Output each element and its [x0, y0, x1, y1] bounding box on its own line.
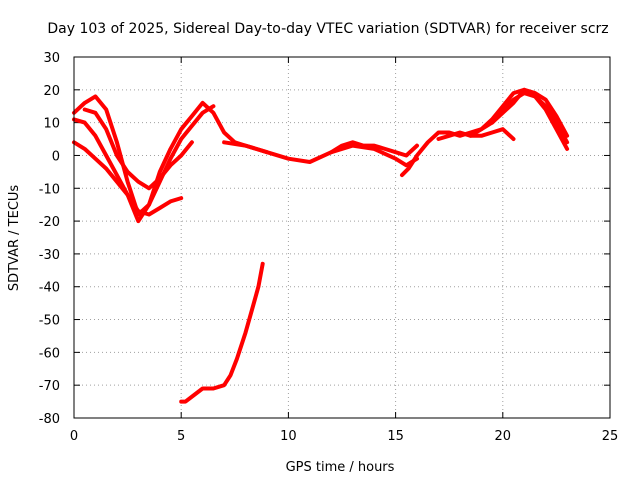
y-tick-label: -50 [39, 314, 60, 329]
grid-layer [74, 57, 610, 418]
series-line-arc-9 [468, 127, 516, 141]
y-tick-label: -20 [39, 215, 60, 230]
y-tick-label: 20 [43, 84, 60, 99]
x-axis-label: GPS time / hours [286, 460, 395, 475]
y-tick-label: 10 [43, 117, 60, 132]
series-line-arc-3 [72, 140, 184, 217]
x-tick-label: 25 [602, 429, 619, 444]
y-axis-label: SDTVAR / TECUs [7, 185, 22, 292]
series-line-arc-2 [72, 104, 216, 224]
series-line-arc-10 [490, 87, 570, 138]
series-line-arc-8 [436, 91, 570, 145]
series-layer [72, 87, 570, 404]
y-tick-label: -10 [39, 182, 60, 197]
x-tick-label: 20 [495, 429, 512, 444]
y-tick-label: -80 [39, 412, 60, 427]
series-line-arc-6 [329, 140, 419, 158]
y-tick-label: -40 [39, 281, 60, 296]
y-tick-label: 0 [52, 149, 60, 164]
series-line-arc-5 [222, 140, 419, 168]
x-tick-label: 0 [70, 429, 78, 444]
plot-frame [73, 56, 611, 419]
series-line-arc-11 [179, 261, 265, 404]
x-tick-label: 5 [177, 429, 185, 444]
y-tick-label: -60 [39, 346, 60, 361]
x-tick-label: 15 [387, 429, 404, 444]
series-line-arc-4 [82, 107, 194, 191]
y-tick-label: -70 [39, 379, 60, 394]
tick-layer: 0 5 10 15 20 25 -80 -70 -60 -50 -40 -30 -20 -10 0 10 20 3… [39, 51, 619, 444]
chart-title: Day 103 of 2025, Sidereal Day-to-day VTE… [47, 21, 608, 37]
x-tick-label: 10 [280, 429, 297, 444]
y-tick-label: -30 [39, 248, 60, 263]
y-tick-label: 30 [43, 51, 60, 66]
